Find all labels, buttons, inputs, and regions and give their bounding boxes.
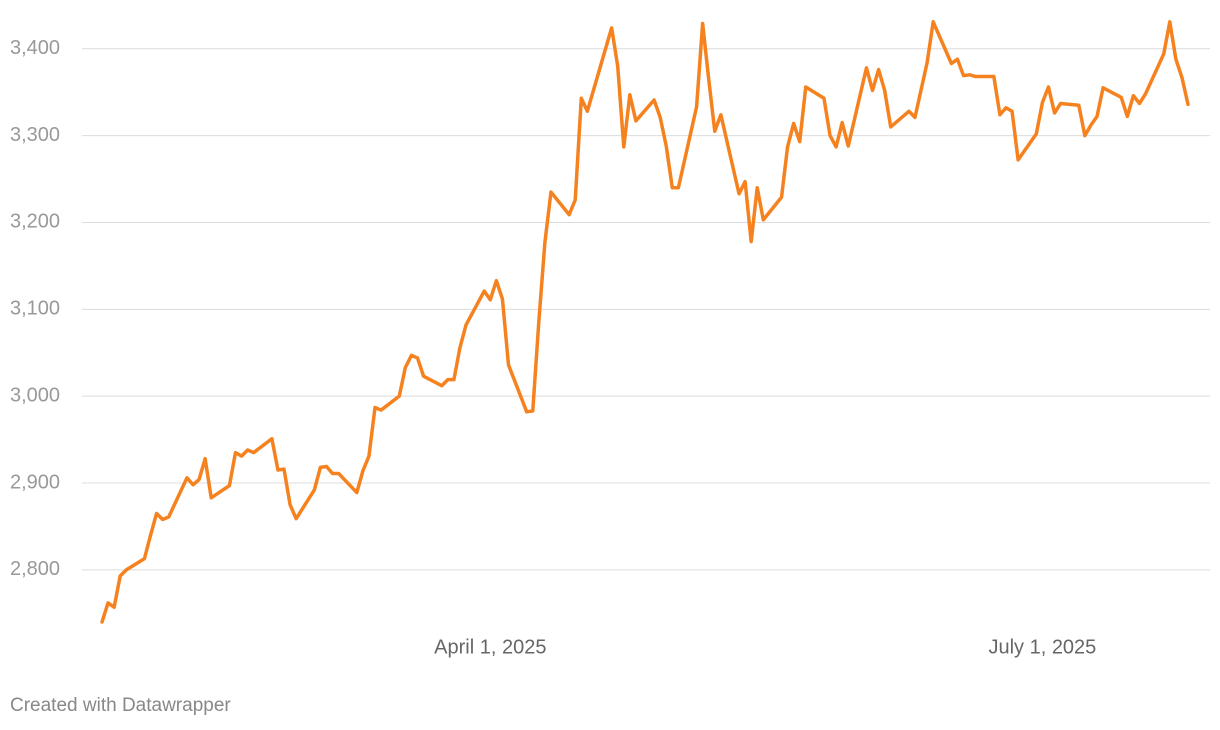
y-tick-label: 2,800 bbox=[10, 558, 60, 580]
price-line bbox=[100, 20, 1190, 624]
y-tick-label: 3,300 bbox=[10, 124, 60, 146]
y-tick-label: 2,900 bbox=[10, 471, 60, 493]
x-tick-label: April 1, 2025 bbox=[434, 636, 546, 658]
y-tick-label: 3,400 bbox=[10, 37, 60, 59]
y-tick-label: 3,200 bbox=[10, 211, 60, 233]
credit: Created with Datawrapper bbox=[10, 695, 231, 716]
y-tick-label: 3,100 bbox=[10, 298, 60, 320]
y-tick-label: 3,000 bbox=[10, 384, 60, 406]
x-tick-label: July 1, 2025 bbox=[988, 636, 1096, 658]
